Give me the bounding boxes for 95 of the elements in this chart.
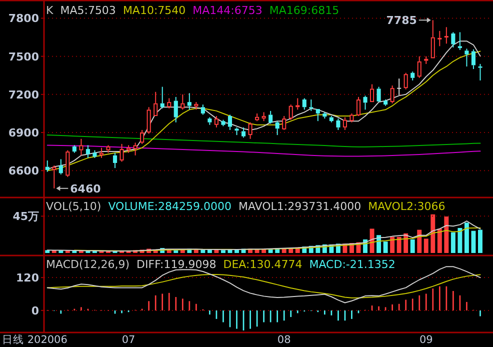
text: MAVOL1:293731.4000 [238, 200, 362, 213]
y-tick-label: 7800 [8, 12, 40, 26]
candlestick [133, 142, 138, 156]
candlestick [438, 30, 442, 47]
bar [390, 236, 395, 253]
candlestick [444, 26, 448, 44]
series-label: DEA:130.4774 [223, 258, 302, 271]
candlestick [187, 92, 192, 110]
candlestick [126, 144, 131, 154]
text: MA144:6753 [192, 4, 262, 17]
bar [458, 228, 462, 253]
bar [207, 250, 212, 253]
candlestick [86, 144, 90, 158]
x-tick-label: 07 [122, 334, 136, 346]
y-tick-label: 6900 [8, 126, 40, 140]
candlestick [194, 102, 198, 110]
candlestick [322, 112, 327, 120]
candlestick [288, 104, 293, 120]
candlestick [146, 106, 151, 134]
candlestick [309, 99, 314, 112]
bar [220, 250, 226, 253]
candlestick [140, 129, 144, 144]
bar [396, 236, 402, 253]
chart-title: VOL(5,10) [46, 200, 102, 213]
candlestick [296, 98, 300, 110]
bar [464, 222, 469, 253]
candlestick [451, 32, 456, 48]
chart-title: MACD(12,26,9) [46, 258, 130, 271]
candlestick [45, 160, 50, 172]
y-tick-label: 120 [16, 272, 40, 285]
text: MACD:-21.1352 [309, 258, 396, 271]
candlestick [112, 152, 118, 169]
candlestick [174, 96, 178, 123]
x-tick-label: 09 [419, 334, 433, 346]
text: MA10:7540 [122, 4, 186, 17]
candlestick [255, 112, 260, 122]
y-tick-label: 45万 [12, 210, 39, 224]
series-label: MAVOL2:3066 [368, 200, 446, 213]
text: MA5:7503 [60, 4, 116, 17]
candlestick [329, 116, 334, 123]
candlestick [478, 63, 482, 81]
bar [437, 228, 442, 253]
candlestick [72, 144, 76, 154]
candlestick [167, 98, 172, 109]
x-axis-title: 日线 [2, 333, 24, 346]
annotation: 6460 [70, 182, 102, 196]
bar [424, 238, 428, 253]
candlestick [275, 120, 280, 136]
text: VOLUME:284259.0000 [108, 200, 232, 213]
bar [430, 214, 436, 253]
candlestick [336, 118, 340, 130]
candlestick [58, 158, 63, 175]
candlestick [458, 32, 462, 50]
bar [471, 230, 476, 253]
candlestick [464, 48, 469, 67]
bar [45, 250, 50, 253]
annotation: 7785 [386, 14, 417, 28]
line-series [46, 274, 481, 298]
x-tick-label: 08 [277, 334, 291, 346]
bar [200, 250, 206, 253]
candlestick [262, 112, 266, 122]
bar [383, 242, 388, 253]
candlestick [79, 138, 84, 156]
candlestick [390, 85, 394, 104]
bar [478, 230, 482, 253]
candlestick [363, 95, 368, 110]
series-label: DIFF:119.9098 [136, 258, 216, 271]
candlestick [160, 86, 164, 109]
candlestick [92, 150, 97, 158]
x-tick-label: 202006 [27, 334, 68, 346]
y-tick-label: 6600 [8, 164, 40, 178]
candlestick [214, 116, 218, 128]
y-tick-label: 7200 [8, 88, 40, 102]
candlestick [410, 71, 415, 81]
candlestick [471, 48, 476, 70]
candlestick [302, 98, 306, 110]
bar [370, 228, 374, 253]
candlestick [99, 147, 104, 158]
y-tick-label: 7500 [8, 50, 40, 64]
candlestick [417, 56, 422, 78]
bar [444, 216, 449, 253]
bar [417, 230, 422, 253]
candlestick [424, 56, 428, 64]
candlestick [106, 144, 110, 154]
text: MA169:6815 [269, 4, 340, 17]
candlestick [52, 165, 56, 189]
candlestick [384, 99, 388, 106]
candlestick [342, 116, 347, 130]
line-series [46, 144, 481, 157]
chart-title: K [46, 4, 54, 17]
bar [410, 239, 415, 253]
bar [450, 232, 456, 253]
candlestick [268, 110, 273, 124]
y-tick-label: 0 [31, 304, 40, 318]
candlestick [228, 114, 232, 130]
